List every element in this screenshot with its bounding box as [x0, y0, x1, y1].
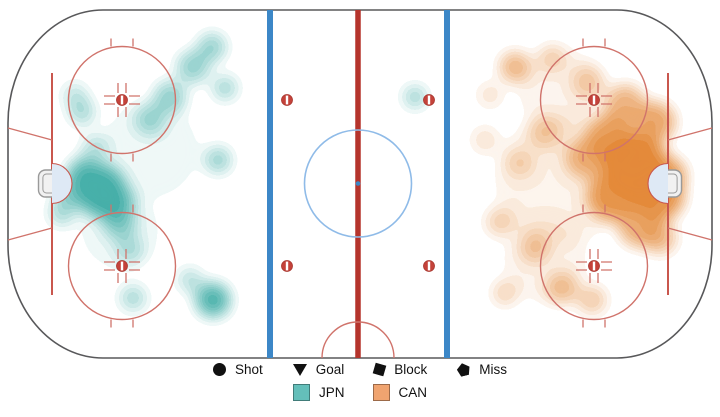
- legend-label-miss: Miss: [479, 362, 508, 377]
- referee-crease: [321, 321, 395, 359]
- heatmap-can: [472, 45, 686, 314]
- legend-label-can: CAN: [398, 385, 428, 400]
- legend-label-jpn: JPN: [318, 385, 345, 400]
- legend-item-can: CAN: [372, 384, 428, 401]
- heatmap-jpn: [49, 33, 426, 317]
- goal-crease-right: [647, 162, 669, 205]
- rink-lines: [7, 10, 713, 359]
- legend: Shot Goal Block Miss JPN CAN: [0, 362, 720, 401]
- trapezoid-right: [667, 127, 713, 241]
- legend-item-shot: Shot: [212, 362, 263, 377]
- shot-marker-icon: [212, 363, 226, 376]
- legend-item-miss: Miss: [457, 362, 507, 377]
- legend-marker-row: Shot Goal Block Miss: [212, 362, 507, 377]
- trapezoid-left: [7, 127, 53, 241]
- goal-net-left-inner: [42, 173, 52, 194]
- goal-crease-left: [51, 162, 73, 205]
- can-color-swatch: [372, 384, 390, 401]
- goal-right: [647, 162, 683, 205]
- legend-item-block: Block: [372, 362, 428, 377]
- legend-item-jpn: JPN: [292, 384, 345, 401]
- legend-item-goal: Goal: [292, 362, 345, 377]
- goal-net-right: [668, 169, 683, 198]
- faceoff-spots: [67, 38, 649, 328]
- miss-marker-icon: [456, 362, 472, 378]
- block-marker-icon: [372, 362, 387, 377]
- legend-label-shot: Shot: [234, 362, 263, 377]
- goal-marker-icon: [292, 363, 307, 376]
- goal-net-right-inner: [668, 173, 678, 194]
- legend-label-goal: Goal: [315, 362, 345, 377]
- goal-net-left: [37, 169, 52, 198]
- center-circle: [303, 129, 413, 238]
- legend-team-row: JPN CAN: [292, 384, 428, 401]
- jpn-color-swatch: [292, 384, 310, 401]
- goal-left: [37, 162, 73, 205]
- legend-label-block: Block: [394, 362, 428, 377]
- center-dot: [355, 181, 361, 186]
